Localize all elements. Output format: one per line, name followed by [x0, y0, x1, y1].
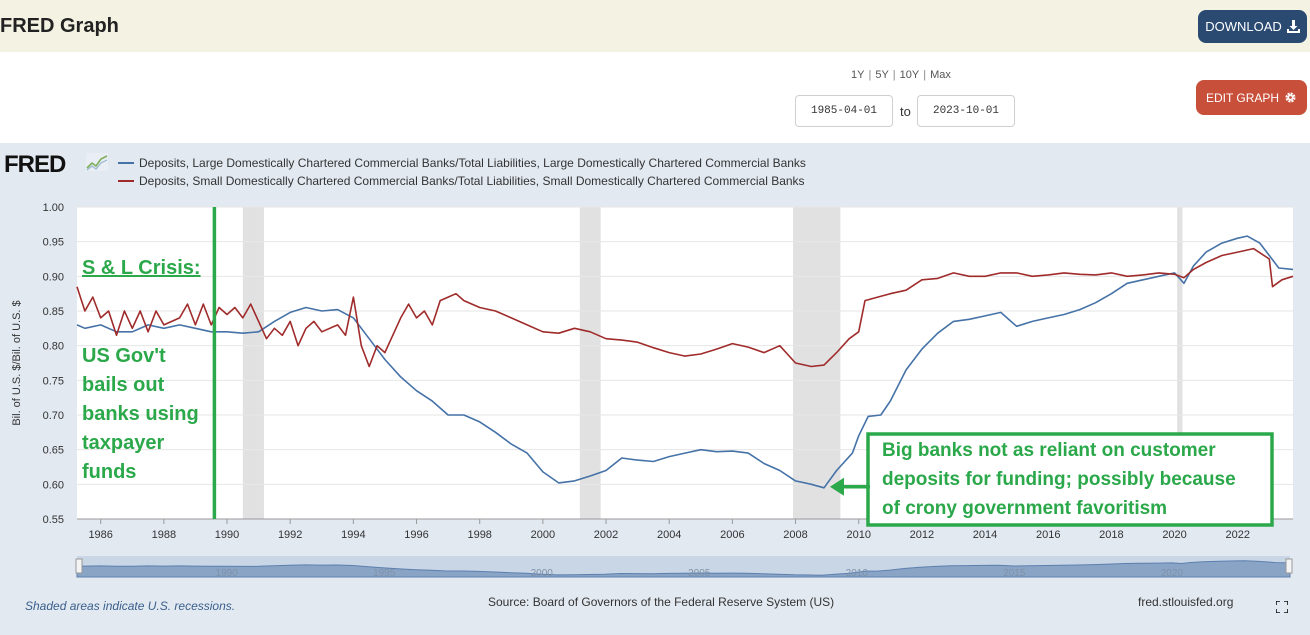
y-tick-label: 1.00	[43, 202, 64, 214]
start-date-input[interactable]	[795, 95, 893, 127]
navigator-right-handle[interactable]	[1285, 558, 1293, 574]
range-10y-link[interactable]: 10Y	[899, 69, 920, 81]
y-tick-label: 0.80	[43, 341, 64, 353]
fred-url-link[interactable]: fred.stlouisfed.org	[1138, 595, 1234, 609]
annotation-crisis-line: funds	[82, 461, 136, 483]
navigator-left-handle[interactable]	[75, 558, 83, 574]
navigator-series-area	[76, 560, 1291, 578]
y-tick-label: 0.75	[43, 375, 64, 387]
navigator-year-label: 2010	[846, 568, 869, 579]
legend-swatch-blue	[118, 162, 134, 164]
fullscreen-icon[interactable]	[1276, 601, 1288, 613]
edit-graph-label: EDIT GRAPH	[1205, 90, 1280, 105]
recession-band	[579, 207, 601, 519]
x-tick-label: 1990	[215, 529, 239, 541]
end-date-input[interactable]	[917, 95, 1015, 127]
download-button[interactable]: DOWNLOAD	[1198, 10, 1307, 43]
navigator-year-label: 2015	[1003, 568, 1026, 579]
line-chart: 0.55 0.60 0.65 0.70 0.75 0.80 0.85 0.90 0.95 1.00…	[11, 202, 1294, 541]
download-icon	[1286, 20, 1300, 33]
annotation-box-line: of crony government favoritism	[882, 498, 1167, 519]
x-tick-label: 1996	[404, 529, 428, 541]
navigator-year-label: 1990	[216, 568, 239, 579]
x-tick-label: 1998	[467, 529, 491, 541]
range-links: 1Y | 5Y | 10Y | Max	[851, 69, 951, 81]
download-button-label: DOWNLOAD	[1205, 19, 1282, 34]
recession-band	[793, 207, 841, 519]
x-tick-label: 2016	[1036, 529, 1060, 541]
x-tick-label: 2008	[783, 529, 807, 541]
navigator-year-label: 2005	[688, 568, 711, 579]
legend-item-small-banks: Deposits, Small Domestically Chartered C…	[118, 174, 805, 188]
x-tick-label: 2002	[594, 529, 618, 541]
y-tick-label: 0.95	[43, 237, 64, 249]
series-line-large-banks	[76, 235, 1294, 489]
annotation-box-line: deposits for funding; possibly because	[882, 469, 1236, 490]
x-tick-label: 2018	[1099, 529, 1123, 541]
annotation-arrow-head	[829, 477, 844, 496]
y-tick-label: 0.55	[43, 514, 64, 526]
recession-band	[242, 207, 264, 519]
edit-graph-button[interactable]: EDIT GRAPH	[1196, 80, 1307, 115]
x-tick-label: 2014	[973, 529, 997, 541]
x-tick-label: 2000	[531, 529, 555, 541]
x-tick-label: 2022	[1225, 529, 1249, 541]
x-tick-label: 2012	[910, 529, 934, 541]
range-max-link[interactable]: Max	[930, 69, 951, 81]
fred-logo-text: FRED	[4, 151, 66, 178]
range-5y-link[interactable]: 5Y	[875, 69, 889, 81]
range-1y-link[interactable]: 1Y	[851, 69, 865, 81]
date-range-navigator[interactable]: 1990 1995 2000 2005 2010 2015 2020	[70, 552, 1298, 582]
legend-swatch-red	[118, 180, 134, 182]
x-tick-label: 1988	[152, 529, 176, 541]
navigator-year-label: 1995	[373, 568, 396, 579]
x-tick-label: 2006	[720, 529, 744, 541]
legend-item-large-banks: Deposits, Large Domestically Chartered C…	[118, 156, 806, 170]
top-bar: FRED Graph DOWNLOAD	[0, 0, 1310, 52]
recession-band	[1177, 207, 1183, 519]
x-tick-label: 2004	[657, 529, 681, 541]
page-title: FRED Graph	[0, 15, 119, 37]
recession-note: Shaded areas indicate U.S. recessions.	[25, 599, 236, 613]
annotation-crisis-line: banks using	[82, 403, 199, 425]
y-axis-label: Bil. of U.S. $/Bil. of U.S. $	[11, 300, 23, 425]
gear-icon	[1285, 92, 1296, 103]
series-line-small-banks	[76, 247, 1294, 368]
annotation-crisis-line: bails out	[82, 374, 165, 396]
navigator-year-label: 2020	[1161, 568, 1184, 579]
x-tick-label: 1992	[278, 529, 302, 541]
y-tick-label: 0.65	[43, 445, 64, 457]
y-tick-label: 0.90	[43, 271, 64, 283]
x-tick-label: 1986	[88, 529, 112, 541]
x-tick-label: 2020	[1162, 529, 1186, 541]
legend-label-small-banks: Deposits, Small Domestically Chartered C…	[139, 174, 805, 188]
annotation-box-line: Big banks not as reliant on customer	[882, 440, 1216, 461]
y-tick-label: 0.60	[43, 479, 64, 491]
annotation-crisis-line: US Gov't	[82, 345, 166, 367]
x-tick-label: 1994	[341, 529, 365, 541]
y-tick-label: 0.70	[43, 410, 64, 422]
legend-label-large-banks: Deposits, Large Domestically Chartered C…	[139, 156, 806, 170]
to-label: to	[900, 104, 911, 119]
navigator-year-label: 2000	[531, 568, 554, 579]
x-tick-label: 2010	[846, 529, 870, 541]
y-tick-label: 0.85	[43, 306, 64, 318]
annotation-crisis-line: taxpayer	[82, 432, 164, 454]
fred-logo-graph-icon	[86, 153, 108, 171]
annotation-crisis-title: S & L Crisis:	[82, 257, 201, 279]
fred-logo: FRED	[4, 151, 66, 179]
source-text: Source: Board of Governors of the Federa…	[488, 595, 835, 609]
annotation-box	[866, 432, 1274, 527]
